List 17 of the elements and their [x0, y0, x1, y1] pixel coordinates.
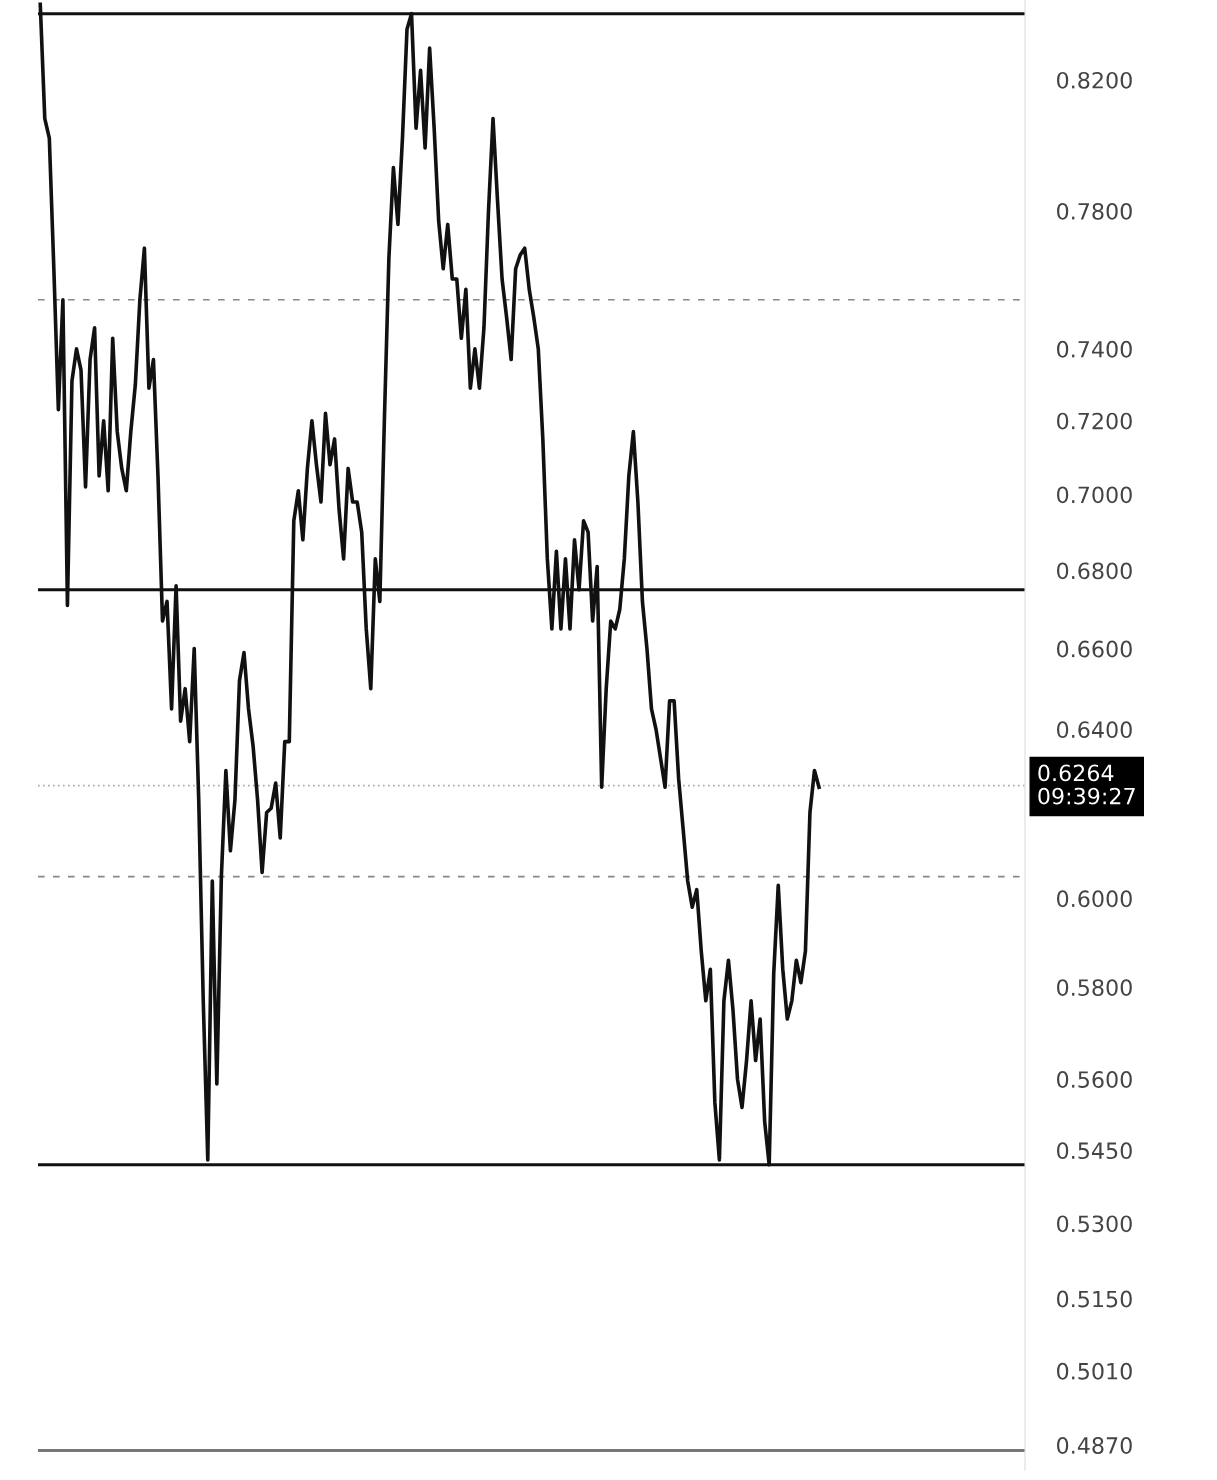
y-tick-label: 0.4870 — [1057, 1437, 1132, 1454]
y-tick-label: 0.7800 — [1057, 202, 1132, 220]
y-tick-label: 0.7400 — [1057, 340, 1132, 358]
y-tick-label: 0.5450 — [1057, 1142, 1132, 1160]
y-tick-label: 0.7000 — [1057, 486, 1132, 504]
y-tick-label: 0.5010 — [1057, 1362, 1132, 1380]
y-tick-label: 0.5300 — [1057, 1215, 1132, 1233]
text: 0.6264 09:39:27 — [1038, 764, 1135, 805]
y-tick-label: 0.8200 — [1057, 71, 1132, 89]
y-tick-label: 0.6600 — [1057, 640, 1132, 658]
y-tick-label: 0.6000 — [1057, 890, 1132, 908]
y-tick-label: 0.5800 — [1057, 979, 1132, 996]
y-tick-label: 0.6400 — [1057, 721, 1132, 739]
y-tick-label: 0.6800 — [1057, 562, 1132, 580]
y-tick-label: 0.5600 — [1057, 1071, 1132, 1088]
y-tick-label: 0.7200 — [1057, 412, 1132, 430]
y-tick-label: 0.5150 — [1057, 1290, 1132, 1308]
